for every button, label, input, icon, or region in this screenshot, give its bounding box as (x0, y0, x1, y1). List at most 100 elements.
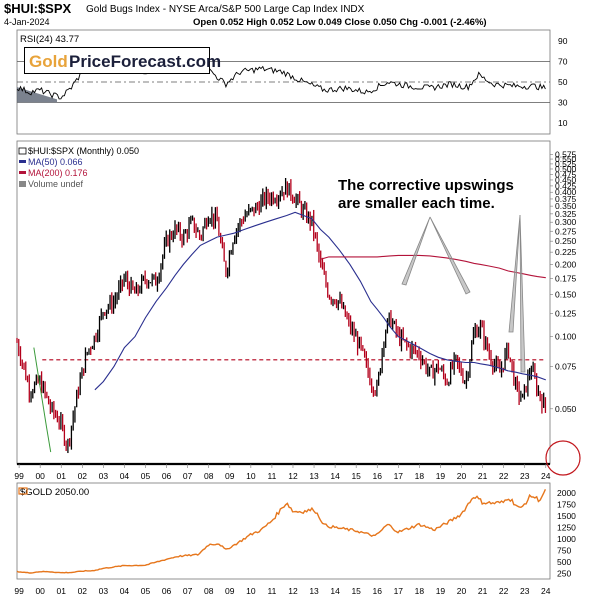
x-axis-label-top-10: 09 (225, 471, 235, 481)
x-axis-label-bottom-12: 11 (267, 586, 276, 596)
x-axis-label-bottom-25: 24 (541, 586, 551, 596)
gold-label: $GOLD 2050.00 (20, 487, 89, 498)
annotation-arrow-4 (519, 214, 526, 373)
x-axis-label-top-2: 01 (57, 471, 67, 481)
chart-description: Gold Bugs Index - NYSE Arca/S&P 500 Larg… (86, 4, 365, 15)
gold-tick-label-0: 2000 (557, 488, 576, 498)
x-axis-label-top-24: 23 (520, 471, 530, 481)
price-tick-label-9: 0.350 (555, 201, 577, 211)
price-layer (16, 178, 550, 466)
x-axis-label-top-21: 20 (457, 471, 467, 481)
x-axis-label-top-23: 22 (499, 471, 509, 481)
price-tick-label-13: 0.250 (555, 236, 577, 246)
x-axis-label-bottom-8: 07 (183, 586, 193, 596)
price-tick-label-6: 0.425 (555, 181, 577, 191)
x-axis-label-bottom-2: 01 (57, 586, 67, 596)
x-axis-label-bottom-21: 20 (457, 586, 467, 596)
gold-legend-swatch (18, 487, 28, 495)
price-tick-label-4: 0.475 (555, 169, 577, 179)
ohlc-readout: Open 0.052 High 0.052 Low 0.049 Close 0.… (193, 17, 487, 28)
x-axis-label-top-14: 13 (309, 471, 319, 481)
x-axis-label-top-22: 21 (478, 471, 488, 481)
gold-tick-label-2: 1500 (557, 511, 576, 521)
gold-line (16, 489, 547, 574)
legend-ma200-swatch (19, 171, 26, 174)
legend-volume-swatch (19, 181, 26, 187)
chart-symbol: $HUI:$SPX (4, 1, 72, 16)
x-axis-label-bottom-23: 22 (499, 586, 509, 596)
x-axis-label-bottom-24: 23 (520, 586, 530, 596)
x-axis-label-top-12: 11 (267, 471, 276, 481)
x-axis-label-top-19: 18 (415, 471, 425, 481)
highlight-circle (545, 440, 581, 476)
x-axis-label-top-3: 02 (78, 471, 88, 481)
price-tick-label-19: 0.100 (555, 332, 577, 342)
rsi-tick-label-2: 50 (558, 77, 568, 87)
x-axis-label-top-13: 12 (288, 471, 298, 481)
x-axis-label-top-9: 08 (204, 471, 214, 481)
price-tick-label-10: 0.325 (555, 209, 577, 219)
gold-layer (16, 489, 547, 574)
x-axis-label-bottom-7: 06 (162, 586, 172, 596)
rsi-tick-label-1: 70 (558, 57, 568, 67)
x-axis-label-bottom-20: 19 (436, 586, 446, 596)
annotation-arrow-1 (401, 216, 431, 286)
x-axis-label-bottom-11: 10 (246, 586, 256, 596)
price-tick-label-11: 0.300 (555, 217, 577, 227)
x-axis-label-bottom-13: 12 (288, 586, 298, 596)
annotation-line-2: are smaller each time. (338, 195, 495, 212)
legend-volume: Volume undef (28, 179, 84, 189)
price-tick-label-21: 0.050 (555, 404, 577, 414)
ma50-line (94, 211, 546, 391)
x-axis-label-top-18: 17 (394, 471, 404, 481)
gold-panel-frame (16, 482, 551, 580)
x-axis-label-bottom-0: 99 (14, 586, 24, 596)
x-axis-label-bottom-6: 05 (141, 586, 151, 596)
annotation-box (333, 173, 523, 216)
logo-gold-word: Gold (29, 52, 68, 71)
rsi-oversold-fill (17, 87, 58, 103)
rsi-tick-label-3: 30 (558, 97, 568, 107)
ma200-line (320, 254, 546, 279)
x-axis-label-top-4: 03 (99, 471, 109, 481)
rsi-tick-label-0: 90 (558, 36, 568, 46)
gold-tick-label-6: 500 (557, 557, 571, 567)
x-axis-label-bottom-1: 00 (35, 586, 45, 596)
price-bars (16, 178, 547, 454)
price-tick-label-20: 0.075 (555, 362, 577, 372)
gold-tick-label-4: 1000 (557, 534, 576, 544)
rsi-layer (16, 56, 550, 103)
x-axis-label-top-25: 24 (541, 471, 551, 481)
price-tick-label-14: 0.225 (555, 247, 577, 257)
x-axis-label-bottom-22: 21 (478, 586, 488, 596)
price-tick-label-5: 0.450 (555, 175, 577, 185)
legend-price: $HUI:$SPX (Monthly) 0.050 (28, 146, 139, 156)
x-axis-label-top-20: 19 (436, 471, 446, 481)
x-axis-label-top-1: 00 (35, 471, 45, 481)
price-tick-label-15: 0.200 (555, 259, 577, 269)
rsi-label: RSI(24) 43.77 (20, 34, 79, 45)
price-tick-label-2: 0.525 (555, 159, 577, 169)
x-axis-label-top-15: 14 (330, 471, 340, 481)
x-axis-label-top-8: 07 (183, 471, 193, 481)
legend-ma200: MA(200) 0.176 (28, 168, 88, 178)
price-tick-label-17: 0.150 (555, 289, 577, 299)
price-tick-label-1: 0.550 (555, 154, 577, 164)
chart-date: 4-Jan-2024 (4, 17, 50, 27)
price-tick-label-8: 0.375 (555, 194, 577, 204)
x-axis-label-top-17: 16 (373, 471, 383, 481)
price-tick-label-7: 0.400 (555, 187, 577, 197)
x-axis-label-top-0: 99 (14, 471, 24, 481)
annotation-arrow-2 (429, 216, 471, 295)
logo-rest-word: PriceForecast.com (69, 52, 222, 71)
x-axis-label-bottom-4: 03 (99, 586, 109, 596)
legend-ma50: MA(50) 0.066 (28, 157, 83, 167)
x-axis-label-bottom-10: 09 (225, 586, 235, 596)
early-trend-line (33, 347, 52, 453)
x-axis-label-bottom-5: 04 (120, 586, 130, 596)
legend-ma50-swatch (19, 160, 26, 163)
annotation-arrows (401, 214, 526, 373)
annotation-line-1: The corrective upswings (338, 177, 514, 194)
x-axis-label-bottom-9: 08 (204, 586, 214, 596)
